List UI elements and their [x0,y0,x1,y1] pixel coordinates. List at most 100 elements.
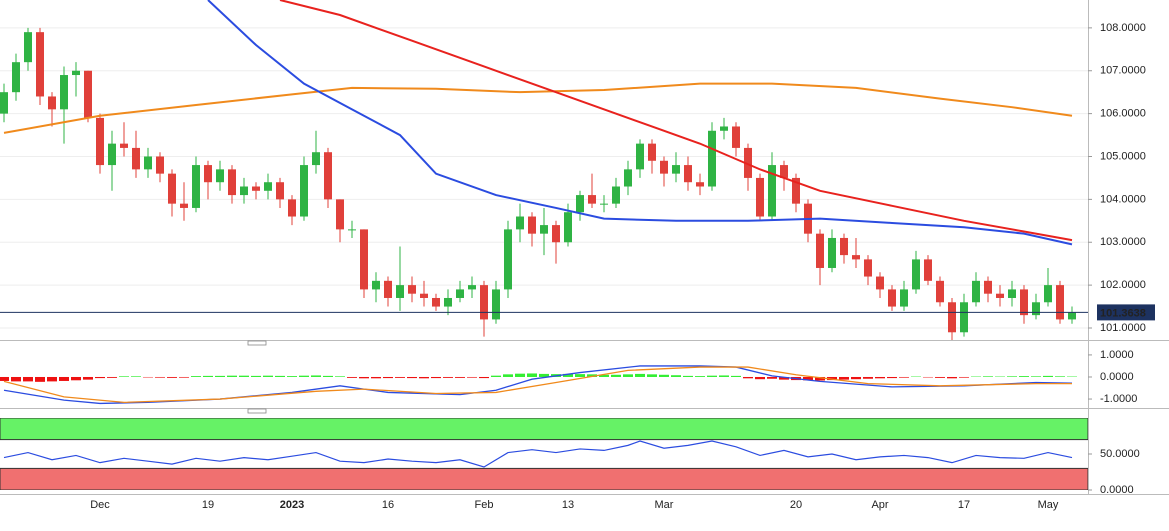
resize-handle[interactable] [247,408,267,414]
histogram-bar [191,376,201,377]
candle-body [876,276,884,290]
candle-body [504,229,512,290]
candle-body [300,165,308,217]
candle-body [780,165,788,178]
histogram-bar [95,376,105,379]
candle-body [216,169,224,183]
candle-body [276,182,284,200]
candle-body [408,285,416,294]
y-tick-label: -1.0000 [1100,393,1137,405]
candle-body [960,302,968,333]
candle-body [84,70,92,118]
x-tick-label: Feb [475,499,494,511]
candle-body [864,259,872,277]
histogram-bar [671,375,681,377]
candle-body [660,160,668,174]
histogram-bar [323,375,333,377]
ma-line [207,0,1073,246]
candle-body [576,195,584,213]
x-tick-label: 13 [562,499,574,511]
candle-body [564,212,572,243]
histogram-bar [311,375,321,377]
y-tick-label: 108.0000 [1100,22,1146,34]
histogram-bar [239,375,249,377]
histogram-bar [707,375,717,377]
histogram-bar [875,376,885,379]
histogram-bar [515,373,525,377]
candle-body [132,147,140,170]
candle-body [732,126,740,148]
y-tick-label: 0.0000 [1100,484,1134,496]
candle-body [1008,289,1016,298]
plot-area [0,0,1076,340]
x-tick-label: 20 [790,499,802,511]
histogram-bar [1019,376,1029,377]
histogram-bar [0,376,9,381]
candle-body [72,70,80,76]
y-tick-label: 104.0000 [1100,193,1146,205]
candle-body [288,199,296,217]
zone-band [0,467,1088,490]
histogram-bar [467,376,477,378]
histogram-bar [1055,376,1065,377]
ma-line [3,82,1073,134]
ma-line [279,0,1073,242]
x-tick-label: 16 [382,499,394,511]
y-tick-label: 105.0000 [1100,150,1146,162]
histogram-bar [623,374,633,377]
histogram-bar [251,375,261,377]
histogram-bar [491,375,501,377]
histogram-bar [935,376,945,378]
candle-body [948,302,956,333]
histogram-bar [443,376,453,378]
candle-body [912,259,920,290]
candle-body [324,152,332,200]
histogram-bar [155,376,165,378]
y-tick-label: 101.0000 [1100,322,1146,334]
candle-body [852,255,860,260]
candle-body [936,280,944,303]
histogram-bar [203,375,213,377]
histogram-bar [959,376,969,378]
candle-body [396,285,404,298]
ma-line [3,366,1072,404]
candle-body [588,195,596,204]
histogram-bar [179,376,189,378]
candle-body [792,177,800,204]
zone-band [0,418,1088,441]
histogram-bar [1031,376,1041,377]
candle-body [612,186,620,204]
candle-body [540,225,548,234]
histogram-bar [527,373,537,377]
candle-body [984,280,992,294]
candle-body [48,96,56,110]
candle-body [1068,312,1076,320]
candle-body [900,289,908,307]
candle-body [168,173,176,204]
y-tick-label: 50.0000 [1100,448,1140,460]
candle-body [348,229,356,231]
histogram-bar [131,376,141,377]
histogram-bar [647,374,657,377]
histogram-bar [407,376,417,379]
histogram-bar [815,376,825,381]
histogram-bar [503,374,513,377]
histogram-bar [611,374,621,377]
candle-body [672,165,680,174]
candle-body [720,126,728,131]
histogram-bar [539,373,549,377]
histogram-bar [299,375,309,377]
histogram-bar [575,374,585,377]
candle-body [12,62,20,93]
candle-body [768,165,776,217]
candle-body [384,280,392,298]
histogram-bar [395,376,405,378]
candle-body [36,32,44,97]
resize-handle[interactable] [247,340,267,346]
candle-body [624,169,632,187]
candle-body [456,289,464,298]
histogram-bar [83,376,93,380]
candle-body [60,75,68,110]
